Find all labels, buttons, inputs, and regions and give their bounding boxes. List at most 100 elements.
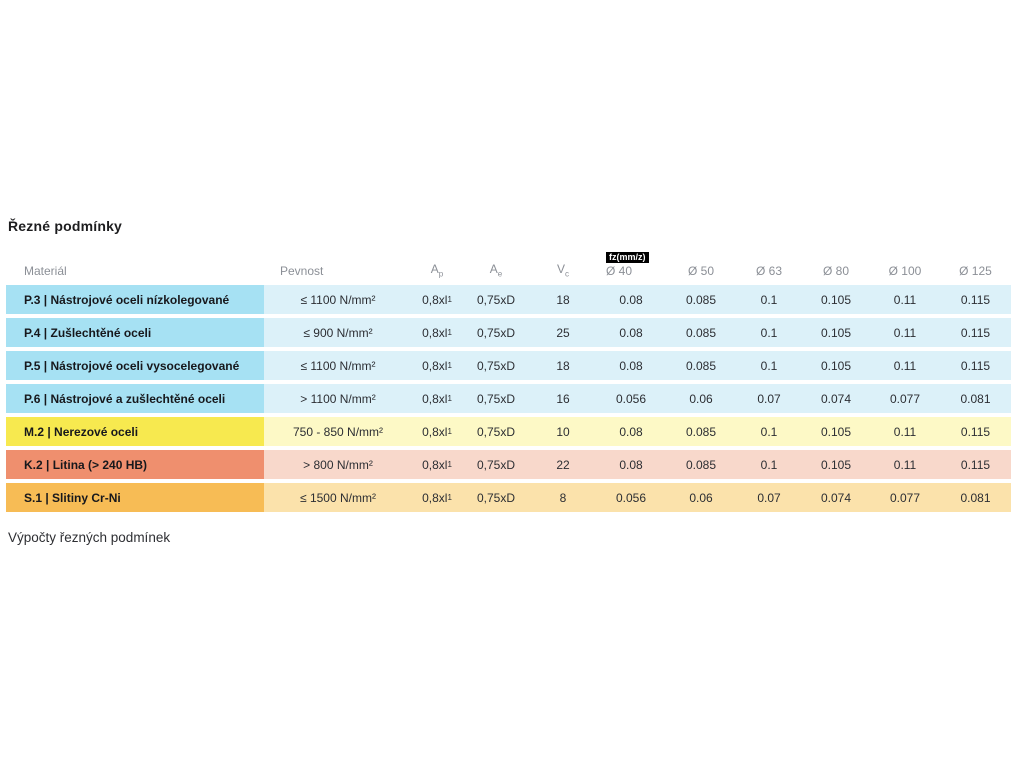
fz-d125-cell: 0.081	[940, 384, 1011, 413]
ap-value-subscript: 1	[447, 393, 452, 403]
ap-value: 0,8xl	[422, 325, 448, 340]
footer-section-label: Výpočty řezných podmínek	[8, 530, 171, 545]
table-row: S.1 | Slitiny Cr-Ni ≤ 1500 N/mm² 0,8xl 1 …	[6, 483, 1011, 512]
ap-value-subscript: 1	[447, 294, 452, 304]
column-header-d50: Ø 50	[687, 264, 714, 278]
material-cell: P.4 | Zušlechtěné oceli	[6, 318, 264, 347]
ap-value: 0,8xl	[422, 391, 448, 406]
ae-cell: 0,75xD	[462, 483, 530, 512]
table-header-row: Materiál Pevnost Ap Ae Vc fz(mm/z) Ø 40 …	[6, 246, 1011, 281]
fz-unit-badge: fz(mm/z)	[606, 252, 649, 263]
pevnost-cell: > 800 N/mm²	[264, 450, 412, 479]
column-header-ap: Ap	[412, 262, 462, 281]
d40-label: Ø 40	[606, 264, 633, 278]
column-header-vc: Vc	[530, 262, 596, 281]
page-title: Řezné podmínky	[8, 218, 123, 234]
fz-d63-cell: 0.07	[736, 483, 802, 512]
ae-cell: 0,75xD	[462, 417, 530, 446]
ap-cell: 0,8xl 1	[412, 285, 462, 314]
fz-d125-cell: 0.115	[940, 285, 1011, 314]
ap-value-subscript: 1	[447, 492, 452, 502]
fz-d63-cell: 0.1	[736, 351, 802, 380]
vc-cell: 22	[530, 450, 596, 479]
fz-d63-cell: 0.1	[736, 450, 802, 479]
table-row: P.6 | Nástrojové a zušlechtěné oceli > 1…	[6, 384, 1011, 413]
table-row: K.2 | Litina (> 240 HB) > 800 N/mm² 0,8x…	[6, 450, 1011, 479]
material-cell: S.1 | Slitiny Cr-Ni	[6, 483, 264, 512]
material-cell: M.2 | Nerezové oceli	[6, 417, 264, 446]
column-header-d80: Ø 80	[822, 264, 849, 278]
ae-cell: 0,75xD	[462, 318, 530, 347]
fz-d50-cell: 0.085	[666, 450, 736, 479]
fz-d63-cell: 0.1	[736, 318, 802, 347]
table-body: P.3 | Nástrojové oceli nízkolegované ≤ 1…	[6, 285, 1011, 512]
ap-value: 0,8xl	[422, 424, 448, 439]
fz-d80-cell: 0.105	[802, 351, 870, 380]
ap-cell: 0,8xl 1	[412, 384, 462, 413]
fz-d100-cell: 0.077	[870, 483, 940, 512]
material-cell: K.2 | Litina (> 240 HB)	[6, 450, 264, 479]
table-row: M.2 | Nerezové oceli 750 - 850 N/mm² 0,8…	[6, 417, 1011, 446]
ap-value: 0,8xl	[422, 358, 448, 373]
fz-d125-cell: 0.115	[940, 351, 1011, 380]
fz-d100-cell: 0.11	[870, 417, 940, 446]
fz-d63-cell: 0.07	[736, 384, 802, 413]
ap-value-subscript: 1	[447, 426, 452, 436]
fz-d80-cell: 0.074	[802, 483, 870, 512]
column-header-d40: fz(mm/z) Ø 40	[596, 252, 666, 281]
column-header-d100: Ø 100	[888, 264, 922, 278]
ap-value: 0,8xl	[422, 292, 448, 307]
ap-value: 0,8xl	[422, 457, 448, 472]
fz-d125-cell: 0.081	[940, 483, 1011, 512]
ap-cell: 0,8xl 1	[412, 450, 462, 479]
ae-subscript: e	[497, 269, 503, 278]
ae-cell: 0,75xD	[462, 285, 530, 314]
fz-d80-cell: 0.105	[802, 417, 870, 446]
vc-cell: 16	[530, 384, 596, 413]
vc-cell: 18	[530, 285, 596, 314]
cutting-conditions-table: Materiál Pevnost Ap Ae Vc fz(mm/z) Ø 40 …	[6, 246, 1011, 516]
fz-d40-cell: 0.08	[596, 351, 666, 380]
ap-value-subscript: 1	[447, 327, 452, 337]
ae-cell: 0,75xD	[462, 450, 530, 479]
table-row: P.4 | Zušlechtěné oceli ≤ 900 N/mm² 0,8x…	[6, 318, 1011, 347]
fz-d40-cell: 0.056	[596, 483, 666, 512]
fz-d50-cell: 0.06	[666, 483, 736, 512]
fz-d100-cell: 0.11	[870, 351, 940, 380]
column-header-ae: Ae	[462, 262, 530, 281]
ap-value: 0,8xl	[422, 490, 448, 505]
ap-cell: 0,8xl 1	[412, 351, 462, 380]
ap-symbol: A	[430, 261, 439, 276]
fz-d40-cell: 0.08	[596, 318, 666, 347]
column-header-d125: Ø 125	[959, 264, 992, 278]
ap-subscript: p	[438, 269, 444, 278]
column-header-material: Materiál	[24, 264, 67, 278]
fz-d80-cell: 0.105	[802, 450, 870, 479]
ap-cell: 0,8xl 1	[412, 318, 462, 347]
fz-d125-cell: 0.115	[940, 417, 1011, 446]
table-row: P.5 | Nástrojové oceli vysocelegované ≤ …	[6, 351, 1011, 380]
pevnost-cell: > 1100 N/mm²	[264, 384, 412, 413]
fz-d40-cell: 0.056	[596, 384, 666, 413]
column-header-pevnost: Pevnost	[280, 264, 324, 278]
ae-symbol: A	[489, 261, 498, 276]
fz-d125-cell: 0.115	[940, 318, 1011, 347]
vc-subscript: c	[565, 269, 569, 278]
fz-d50-cell: 0.085	[666, 285, 736, 314]
material-cell: P.3 | Nástrojové oceli nízkolegované	[6, 285, 264, 314]
vc-cell: 8	[530, 483, 596, 512]
fz-d40-cell: 0.08	[596, 417, 666, 446]
pevnost-cell: ≤ 1500 N/mm²	[264, 483, 412, 512]
ap-cell: 0,8xl 1	[412, 417, 462, 446]
fz-d100-cell: 0.077	[870, 384, 940, 413]
fz-d50-cell: 0.06	[666, 384, 736, 413]
fz-d50-cell: 0.085	[666, 351, 736, 380]
vc-cell: 10	[530, 417, 596, 446]
fz-d125-cell: 0.115	[940, 450, 1011, 479]
fz-d100-cell: 0.11	[870, 318, 940, 347]
fz-d63-cell: 0.1	[736, 417, 802, 446]
fz-d80-cell: 0.105	[802, 285, 870, 314]
vc-symbol: V	[556, 261, 565, 276]
fz-d100-cell: 0.11	[870, 285, 940, 314]
